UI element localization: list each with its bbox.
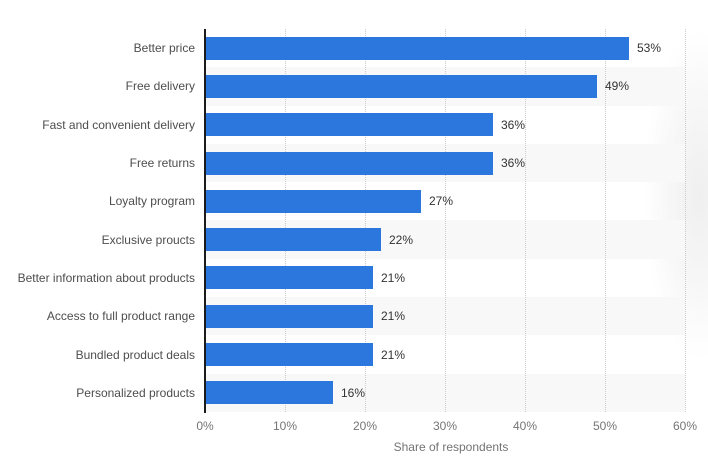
category-label: Access to full product range	[46, 309, 195, 324]
value-label: 53%	[637, 41, 662, 56]
x-tick-label: 60%	[672, 419, 698, 433]
bar-row: 16%	[205, 373, 685, 412]
bar	[205, 189, 421, 213]
category-label: Better price	[133, 41, 195, 56]
value-label: 16%	[341, 385, 366, 400]
value-label: 36%	[501, 117, 526, 132]
value-label: 27%	[429, 194, 454, 209]
x-tick-label: 10%	[272, 419, 298, 433]
bar-row: 22%	[205, 220, 685, 259]
value-label: 49%	[605, 79, 630, 94]
bar-row: 36%	[205, 143, 685, 183]
bar-row: 53%	[205, 29, 685, 67]
bar	[205, 74, 597, 98]
x-axis-title: Share of respondents	[393, 440, 509, 454]
y-axis-line	[204, 29, 206, 413]
category-label: Personalized products	[76, 385, 195, 400]
category-labels: Better price Free delivery Fast and conven…	[0, 29, 195, 412]
bar	[205, 343, 373, 367]
x-tick-label: 30%	[432, 419, 458, 433]
category-label: Better information about products	[17, 270, 195, 285]
value-label: 22%	[389, 232, 414, 247]
x-tick-label: 40%	[512, 419, 538, 433]
x-tick-label: 0%	[196, 419, 214, 433]
value-label: 21%	[381, 347, 406, 362]
category-label: Bundled product deals	[75, 347, 195, 362]
bar	[205, 113, 493, 137]
category-label: Free delivery	[125, 79, 195, 94]
bar-row: 21%	[205, 335, 685, 373]
value-label: 36%	[501, 156, 526, 171]
plot-area: 53% 49% 36% 36% 27% 22% 21% 21% 21% 16%	[205, 29, 685, 412]
bar-row: 27%	[205, 182, 685, 220]
value-label: 21%	[381, 309, 406, 324]
category-label: Loyalty program	[108, 194, 195, 209]
value-label: 21%	[381, 270, 406, 285]
bar	[205, 266, 373, 290]
bar	[205, 36, 629, 60]
bar-row: 36%	[205, 106, 685, 144]
bar	[205, 381, 333, 405]
gridline	[685, 29, 686, 412]
bar	[205, 228, 381, 252]
bar-row: 21%	[205, 259, 685, 297]
bar-row: 49%	[205, 67, 685, 106]
bar	[205, 151, 493, 175]
bar-row: 21%	[205, 297, 685, 336]
x-tick-label: 20%	[352, 419, 378, 433]
bar	[205, 304, 373, 328]
x-axis-ticks: 0% 10% 20% 30% 40% 50% 60%	[196, 419, 697, 435]
category-label: Free returns	[129, 156, 195, 171]
category-label: Fast and convenient delivery	[42, 117, 195, 132]
x-tick-label: 50%	[592, 419, 618, 433]
category-label: Exclusive proucts	[101, 232, 195, 247]
